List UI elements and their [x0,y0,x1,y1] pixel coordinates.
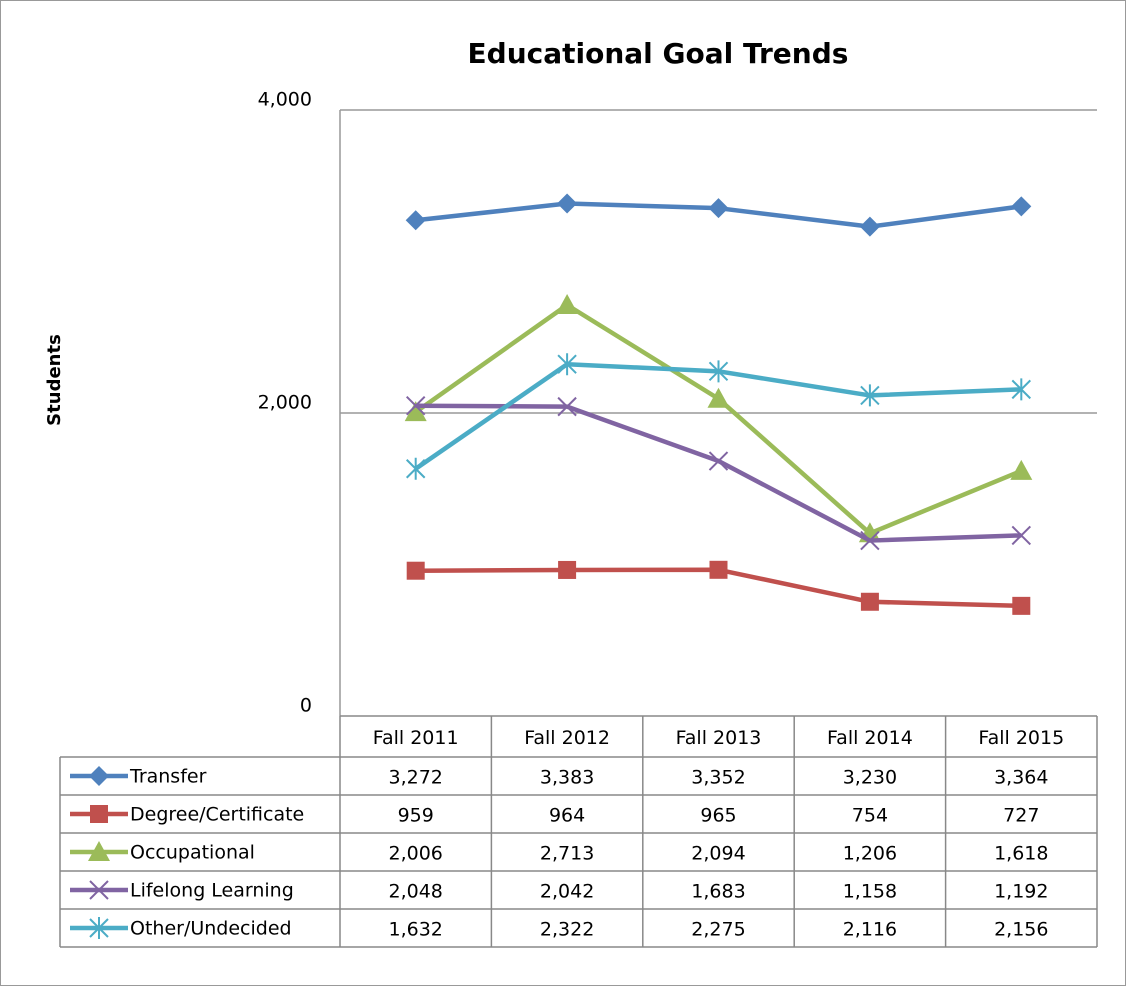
table-cell: 2,094 [691,843,745,865]
table-cell: 1,206 [843,843,897,865]
legend-label: Transfer [129,766,207,788]
marker [405,210,426,231]
marker [860,530,880,551]
x-tick-label: Fall 2013 [676,727,762,749]
table-cell: 2,048 [388,881,442,903]
marker [708,360,729,383]
table-cell: 2,006 [388,843,442,865]
x-tick-label: Fall 2011 [373,727,459,749]
table-cell: 2,156 [994,919,1048,941]
marker [1011,378,1032,401]
table-cell: 2,322 [540,919,594,941]
table-cell: 964 [549,805,585,827]
y-tick-label: 2,000 [258,392,312,414]
y-tick-label: 4,000 [258,89,312,111]
table-cell: 1,618 [994,843,1048,865]
table-cell: 2,042 [540,881,594,903]
table-cell: 3,383 [540,767,594,789]
table-cell: 3,230 [843,767,897,789]
marker [89,766,109,786]
marker [860,592,879,611]
legend-label: Lifelong Learning [130,880,294,902]
marker [1012,596,1031,615]
marker [556,293,579,314]
marker [1011,525,1032,546]
legend-label: Other/Undecided [130,918,292,940]
table-cell: 965 [700,805,736,827]
table-cell: 959 [398,805,434,827]
marker [1011,196,1032,217]
marker [90,805,108,823]
marker [406,561,425,580]
marker [707,387,730,408]
marker [557,396,577,417]
marker [860,384,880,407]
marker [709,560,728,579]
x-tick-label: Fall 2014 [827,727,913,749]
table-cell: 2,275 [691,919,745,941]
table-cell: 754 [852,805,888,827]
x-tick-label: Fall 2015 [978,727,1064,749]
marker [405,396,426,416]
table-cell: 1,158 [843,881,897,903]
marker [557,353,577,376]
marker [708,451,729,471]
legend-label: Degree/Certificate [130,804,304,826]
table-cell: 727 [1003,805,1039,827]
marker [89,917,109,939]
table-cell: 1,192 [994,881,1048,903]
table-cell: 2,713 [540,843,594,865]
marker [558,560,577,579]
x-tick-label: Fall 2012 [524,727,610,749]
table-cell: 3,364 [994,767,1048,789]
table-cell: 2,116 [843,919,897,941]
chart-title: Educational Goal Trends [468,37,849,70]
marker [89,880,109,900]
y-axis-label: Students [44,334,65,426]
marker [405,457,426,480]
legend-label: Occupational [130,842,255,864]
table-cell: 1,632 [388,919,442,941]
marker [404,401,427,422]
marker [88,841,110,861]
table-cell: 3,352 [691,767,745,789]
marker [557,193,578,214]
marker [1010,459,1033,480]
y-tick-label: 0 [300,695,312,717]
table-cell: 1,683 [691,881,745,903]
marker [859,216,880,237]
table-cell: 3,272 [388,767,442,789]
marker [708,198,729,219]
